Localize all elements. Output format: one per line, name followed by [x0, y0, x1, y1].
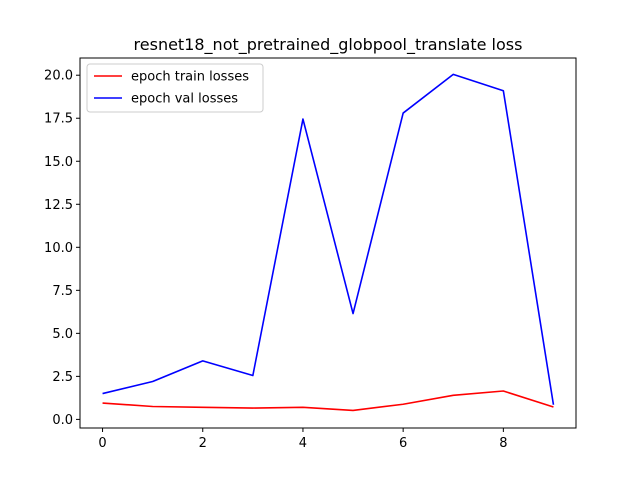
y-tick-label: 12.5 — [44, 198, 73, 213]
x-tick-label: 6 — [399, 436, 407, 451]
y-tick-label: 20.0 — [44, 69, 73, 84]
legend-box — [86, 63, 264, 113]
x-tick-label: 4 — [299, 436, 307, 451]
x-tick-label: 8 — [499, 436, 507, 451]
y-axis: 0.0 2.5 5.0 7.5 10.0 12.5 15.0 17.5 20.0 — [44, 69, 80, 428]
x-tick-label: 2 — [199, 436, 207, 451]
legend-label: epoch val losses — [131, 92, 238, 107]
chart-title: resnet18_not_pretrained_globpool_transla… — [134, 35, 523, 55]
legend: epoch train losses epoch val losses — [86, 63, 264, 113]
y-tick-label: 10.0 — [44, 241, 73, 256]
y-tick-label: 7.5 — [52, 284, 73, 299]
series-line-train — [102, 390, 554, 412]
y-tick-label: 2.5 — [52, 370, 73, 385]
x-tick-label: 0 — [98, 436, 106, 451]
series-layer — [102, 73, 555, 412]
series-line-val — [102, 73, 555, 405]
legend-label: epoch train losses — [131, 70, 249, 85]
y-tick-label: 5.0 — [52, 327, 73, 342]
y-tick-label: 0.0 — [52, 413, 73, 428]
x-axis: 0 2 4 6 8 — [98, 428, 507, 451]
plot-area-frame — [79, 57, 577, 429]
y-tick-label: 17.5 — [44, 112, 73, 127]
y-tick-label: 15.0 — [44, 155, 73, 170]
